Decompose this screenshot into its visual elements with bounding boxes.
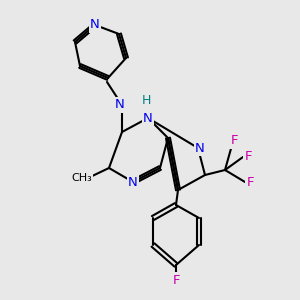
Text: F: F [246, 176, 254, 188]
Text: N: N [115, 98, 125, 112]
Text: N: N [128, 176, 138, 188]
Text: F: F [244, 151, 252, 164]
Text: F: F [172, 274, 180, 286]
Text: N: N [90, 19, 100, 32]
Text: N: N [195, 142, 205, 154]
Text: H: H [141, 94, 151, 107]
Text: CH₃: CH₃ [72, 173, 92, 183]
Text: F: F [230, 134, 238, 148]
Text: N: N [143, 112, 153, 124]
